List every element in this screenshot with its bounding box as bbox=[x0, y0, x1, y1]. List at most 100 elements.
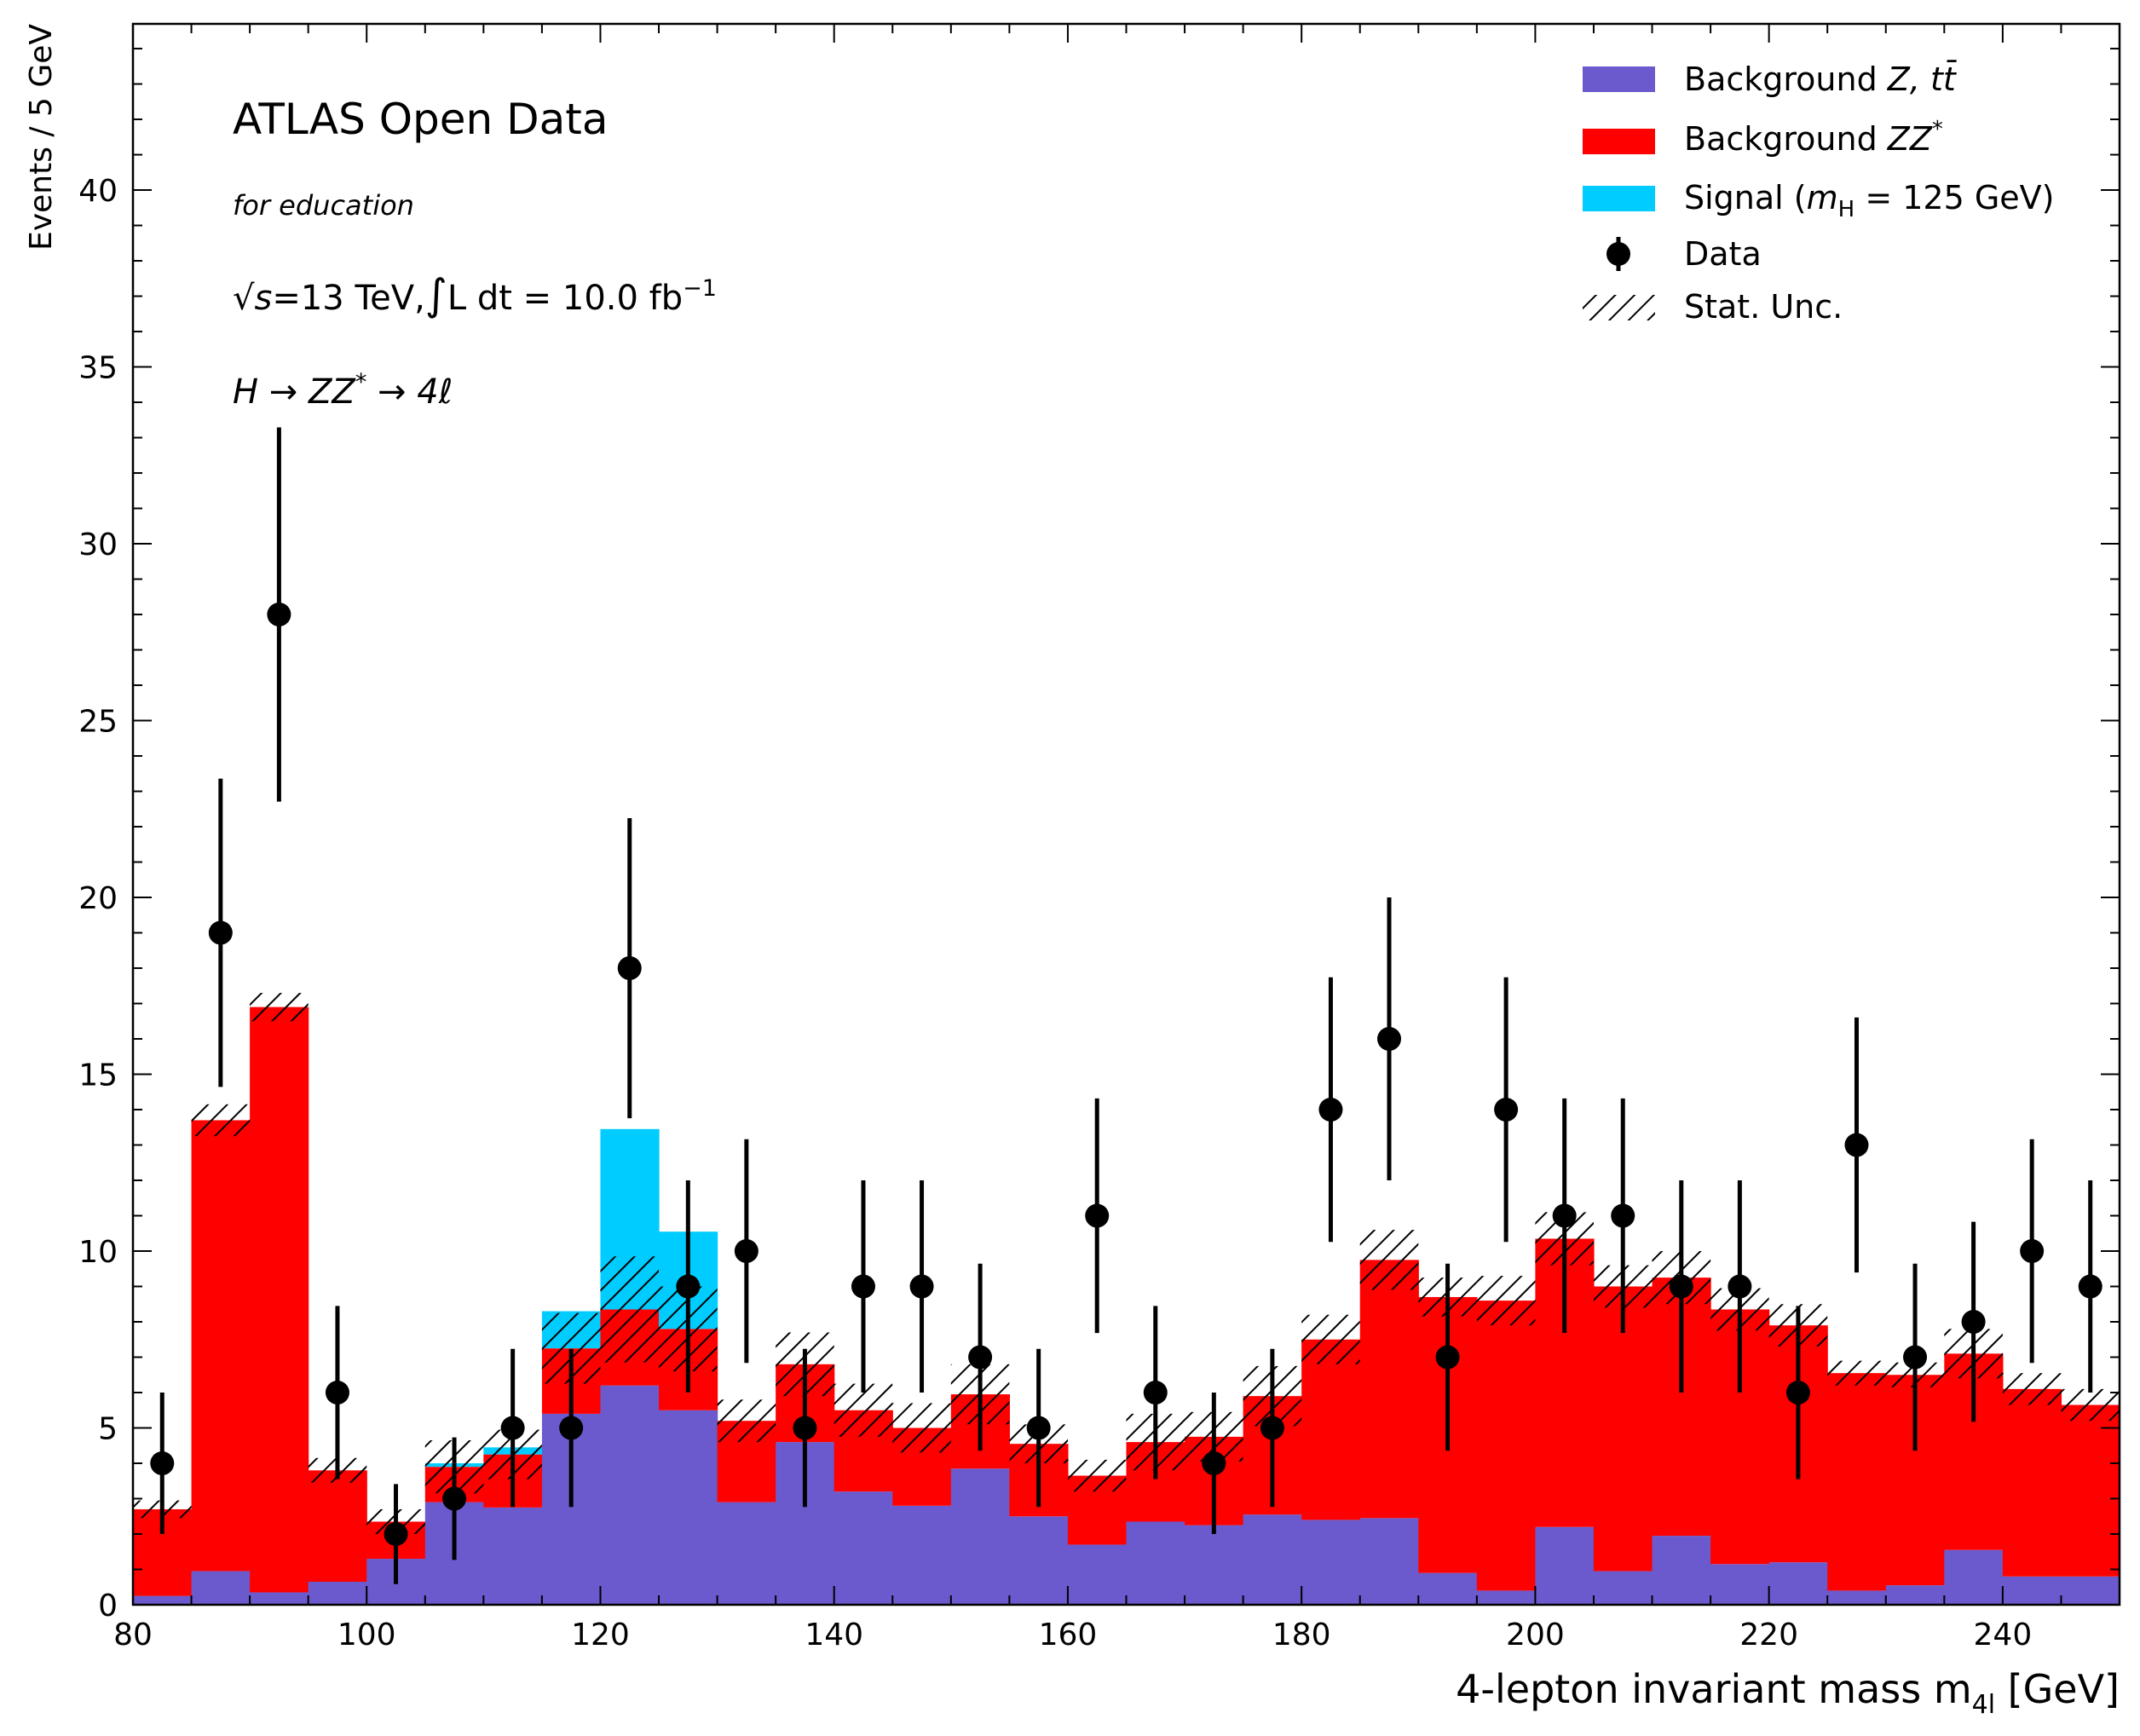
legend-swatch-stat-unc bbox=[1583, 295, 1655, 320]
x-tick-label: 100 bbox=[337, 1618, 396, 1652]
x-tick-label: 240 bbox=[1974, 1618, 2033, 1652]
data-point bbox=[1961, 1310, 1986, 1335]
bar-background-zz bbox=[1827, 1373, 1887, 1591]
data-point bbox=[793, 1416, 817, 1440]
legend-label-data: Data bbox=[1684, 235, 1762, 273]
stacked-bars bbox=[133, 1006, 2120, 1605]
stat-unc-band bbox=[2061, 1388, 2120, 1422]
bar-background-z-ttbar bbox=[483, 1507, 543, 1605]
bar-background-zz bbox=[191, 1120, 251, 1572]
data-point bbox=[325, 1381, 349, 1405]
data-point bbox=[617, 956, 642, 981]
bar-background-zz bbox=[2061, 1404, 2120, 1577]
stat-unc-band bbox=[191, 1104, 251, 1137]
bar-background-zz bbox=[2002, 1388, 2062, 1577]
y-tick-label: 5 bbox=[98, 1412, 118, 1447]
data-point bbox=[734, 1239, 759, 1264]
y-tick-label: 30 bbox=[78, 528, 118, 562]
y-tick-label: 10 bbox=[78, 1235, 118, 1270]
data-point bbox=[1611, 1203, 1635, 1228]
bar-background-zz bbox=[1301, 1339, 1361, 1520]
data-point bbox=[1435, 1345, 1460, 1370]
atlas-label: ATLAS Open Data for education √s=13 TeV,… bbox=[233, 95, 717, 412]
bar-background-z-ttbar bbox=[1593, 1571, 1653, 1605]
bar-background-z-ttbar bbox=[1359, 1518, 1419, 1605]
bar-background-z-ttbar bbox=[1944, 1549, 2004, 1605]
stat-unc-band bbox=[717, 1399, 776, 1443]
legend-marker-data bbox=[1606, 242, 1630, 266]
x-tick-label: 80 bbox=[113, 1618, 153, 1652]
data-point bbox=[150, 1451, 175, 1476]
x-tick-label: 200 bbox=[1506, 1618, 1565, 1652]
bar-background-z-ttbar bbox=[1418, 1572, 1478, 1605]
bar-background-zz bbox=[1476, 1301, 1537, 1591]
bar-background-zz bbox=[1593, 1286, 1653, 1572]
bar-background-z-ttbar bbox=[1301, 1520, 1361, 1605]
data-points bbox=[150, 427, 2103, 1584]
bar-background-z-ttbar bbox=[717, 1502, 776, 1605]
x-tick-label: 140 bbox=[805, 1618, 863, 1652]
data-point bbox=[500, 1416, 525, 1440]
x-axis-label: 4-lepton invariant mass m4l [GeV] bbox=[1456, 1666, 2120, 1720]
data-point bbox=[1260, 1416, 1284, 1440]
bar-background-z-ttbar bbox=[2002, 1576, 2062, 1605]
data-point bbox=[267, 603, 291, 627]
data-point bbox=[968, 1345, 993, 1370]
y-tick-label: 15 bbox=[78, 1058, 118, 1093]
data-point bbox=[1318, 1098, 1343, 1122]
legend-swatch-signal bbox=[1583, 186, 1655, 211]
stat-unc-band bbox=[1067, 1459, 1127, 1492]
atlas-title: ATLAS Open Data bbox=[233, 95, 609, 144]
y-axis-label: Events / 5 GeV bbox=[24, 24, 59, 251]
x-tick-label: 120 bbox=[571, 1618, 630, 1652]
bar-background-zz bbox=[1359, 1260, 1419, 1519]
y-tick-label: 40 bbox=[78, 174, 118, 209]
y-tick-label: 35 bbox=[78, 351, 118, 386]
bar-background-z-ttbar bbox=[1710, 1564, 1770, 1605]
data-point bbox=[2020, 1239, 2045, 1264]
data-point bbox=[2078, 1274, 2103, 1299]
bar-background-z-ttbar bbox=[1885, 1585, 1945, 1605]
stat-unc-band bbox=[1301, 1314, 1360, 1364]
legend-label-background-z-ttbar: Background Z, tt̄ bbox=[1684, 61, 1958, 98]
bar-background-z-ttbar bbox=[133, 1595, 193, 1605]
bar-background-z-ttbar bbox=[1185, 1525, 1244, 1605]
atlas-subtitle: for education bbox=[233, 189, 414, 222]
data-point bbox=[1552, 1203, 1577, 1228]
bar-background-z-ttbar bbox=[1009, 1516, 1069, 1605]
stat-unc-band bbox=[600, 1256, 660, 1363]
data-point bbox=[1377, 1027, 1402, 1052]
data-point bbox=[1085, 1203, 1110, 1228]
data-point bbox=[1728, 1274, 1752, 1299]
data-point bbox=[559, 1416, 584, 1440]
bar-background-z-ttbar bbox=[950, 1468, 1010, 1605]
bar-background-z-ttbar bbox=[308, 1582, 367, 1605]
bar-background-z-ttbar bbox=[600, 1385, 660, 1605]
legend-label-signal: Signal (mH = 125 GeV) bbox=[1684, 179, 2055, 222]
bar-background-z-ttbar bbox=[1827, 1590, 1887, 1605]
bar-background-zz bbox=[308, 1470, 367, 1583]
legend-swatch-background-zz bbox=[1583, 129, 1655, 154]
bar-background-z-ttbar bbox=[659, 1410, 718, 1605]
data-point bbox=[208, 920, 233, 945]
stat-unc-band bbox=[1827, 1360, 1886, 1386]
stat-unc-band bbox=[250, 993, 309, 1022]
bar-background-z-ttbar bbox=[892, 1505, 952, 1605]
bar-background-z-ttbar bbox=[250, 1592, 309, 1605]
stat-unc-band bbox=[1359, 1230, 1419, 1290]
legend: Background Z, tt̄ Background ZZ* Signal … bbox=[1583, 61, 2055, 326]
y-tick-label: 0 bbox=[98, 1589, 118, 1624]
x-tick-label: 180 bbox=[1272, 1618, 1331, 1652]
data-point bbox=[851, 1274, 875, 1299]
bar-background-z-ttbar bbox=[1067, 1544, 1128, 1605]
bar-background-z-ttbar bbox=[2061, 1576, 2120, 1605]
stat-unc-band bbox=[2002, 1373, 2062, 1405]
bar-background-z-ttbar bbox=[834, 1491, 893, 1605]
data-point bbox=[384, 1522, 408, 1547]
bar-background-z-ttbar bbox=[1768, 1562, 1828, 1605]
y-tick-label: 25 bbox=[78, 705, 118, 740]
axes bbox=[131, 22, 2121, 1606]
data-point bbox=[1785, 1381, 1810, 1405]
stat-unc-band bbox=[892, 1403, 951, 1453]
legend-label-stat-unc: Stat. Unc. bbox=[1684, 288, 1843, 326]
